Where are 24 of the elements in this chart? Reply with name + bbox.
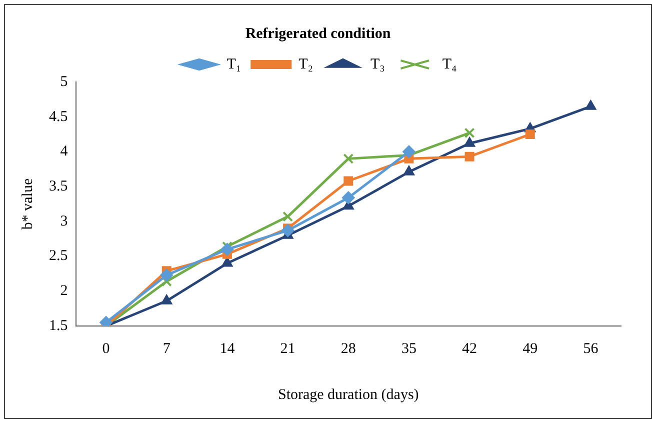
- x-tick-label: 21: [280, 340, 296, 357]
- legend-label: T₄: [442, 56, 457, 72]
- chart-title: Refrigerated condition: [245, 26, 392, 42]
- x-tick-label: 28: [340, 340, 356, 357]
- y-tick-label: 3.5: [49, 178, 68, 195]
- y-tick-label: 4: [60, 144, 68, 160]
- x-tick-label: 35: [401, 340, 416, 357]
- x-tick-label: 7: [162, 340, 171, 357]
- y-tick-label: 3: [60, 213, 68, 230]
- y-tick-label: 4.5: [49, 108, 68, 125]
- y-tick-label: 2: [60, 283, 68, 300]
- x-tick-label: 0: [102, 340, 110, 357]
- legend-label: T₃: [370, 56, 385, 72]
- x-axis-title: Storage duration (days): [278, 386, 419, 403]
- y-tick-label: 2.5: [49, 248, 68, 264]
- y-axis-title: b* value: [20, 178, 36, 230]
- x-tick-label: 14: [220, 340, 236, 357]
- legend-label: T₂: [298, 56, 314, 72]
- y-tick-label: 1.5: [49, 318, 68, 334]
- x-tick-label: 49: [522, 340, 538, 357]
- y-tick-label: 5: [60, 74, 68, 90]
- x-tick-label: 42: [462, 340, 478, 357]
- x-tick-label: 56: [583, 340, 599, 357]
- legend-label: T₁: [226, 56, 242, 72]
